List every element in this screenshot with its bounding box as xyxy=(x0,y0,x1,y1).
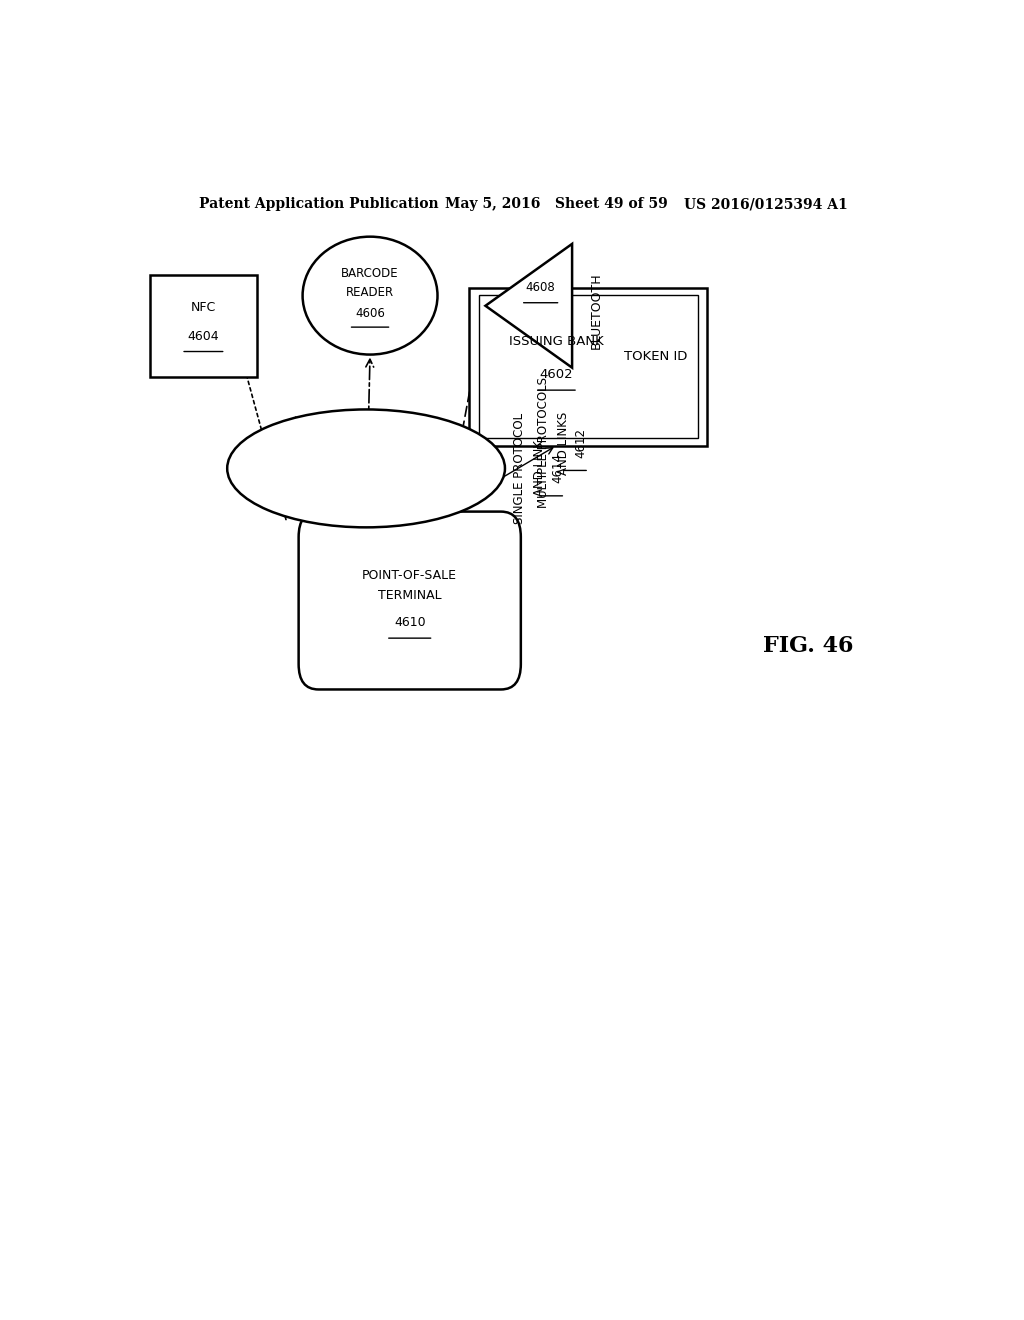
Text: 4608: 4608 xyxy=(525,281,556,294)
FancyBboxPatch shape xyxy=(299,512,521,689)
Text: Patent Application Publication: Patent Application Publication xyxy=(200,197,439,211)
Text: AND LINK: AND LINK xyxy=(532,441,546,496)
Text: TERMINAL: TERMINAL xyxy=(378,589,441,602)
Text: 4614: 4614 xyxy=(551,453,564,483)
Text: NFC: NFC xyxy=(190,301,216,314)
Text: AND LINKS: AND LINKS xyxy=(557,412,569,475)
Text: POINT-OF-SALE: POINT-OF-SALE xyxy=(362,569,458,582)
Text: BARCODE: BARCODE xyxy=(341,267,399,280)
Text: FIG. 46: FIG. 46 xyxy=(763,635,853,657)
Text: TOKEN ID: TOKEN ID xyxy=(624,350,687,363)
Text: 4610: 4610 xyxy=(394,616,426,630)
Ellipse shape xyxy=(227,409,505,528)
Text: ISSUING BANK: ISSUING BANK xyxy=(509,335,604,348)
Polygon shape xyxy=(485,244,572,368)
Text: 4602: 4602 xyxy=(540,368,573,381)
Text: 4604: 4604 xyxy=(187,330,219,343)
Text: 4606: 4606 xyxy=(355,308,385,321)
Text: 4612: 4612 xyxy=(574,428,588,458)
Text: May 5, 2016   Sheet 49 of 59: May 5, 2016 Sheet 49 of 59 xyxy=(445,197,669,211)
Text: BLUETOOTH: BLUETOOTH xyxy=(590,272,603,350)
Text: SINGLE PROTOCOL: SINGLE PROTOCOL xyxy=(513,413,526,524)
Text: READER: READER xyxy=(346,286,394,300)
FancyBboxPatch shape xyxy=(469,288,708,446)
Text: MULTIPLE PROTOCOLS: MULTIPLE PROTOCOLS xyxy=(537,378,550,508)
FancyBboxPatch shape xyxy=(150,276,257,378)
Ellipse shape xyxy=(303,236,437,355)
Text: US 2016/0125394 A1: US 2016/0125394 A1 xyxy=(684,197,847,211)
